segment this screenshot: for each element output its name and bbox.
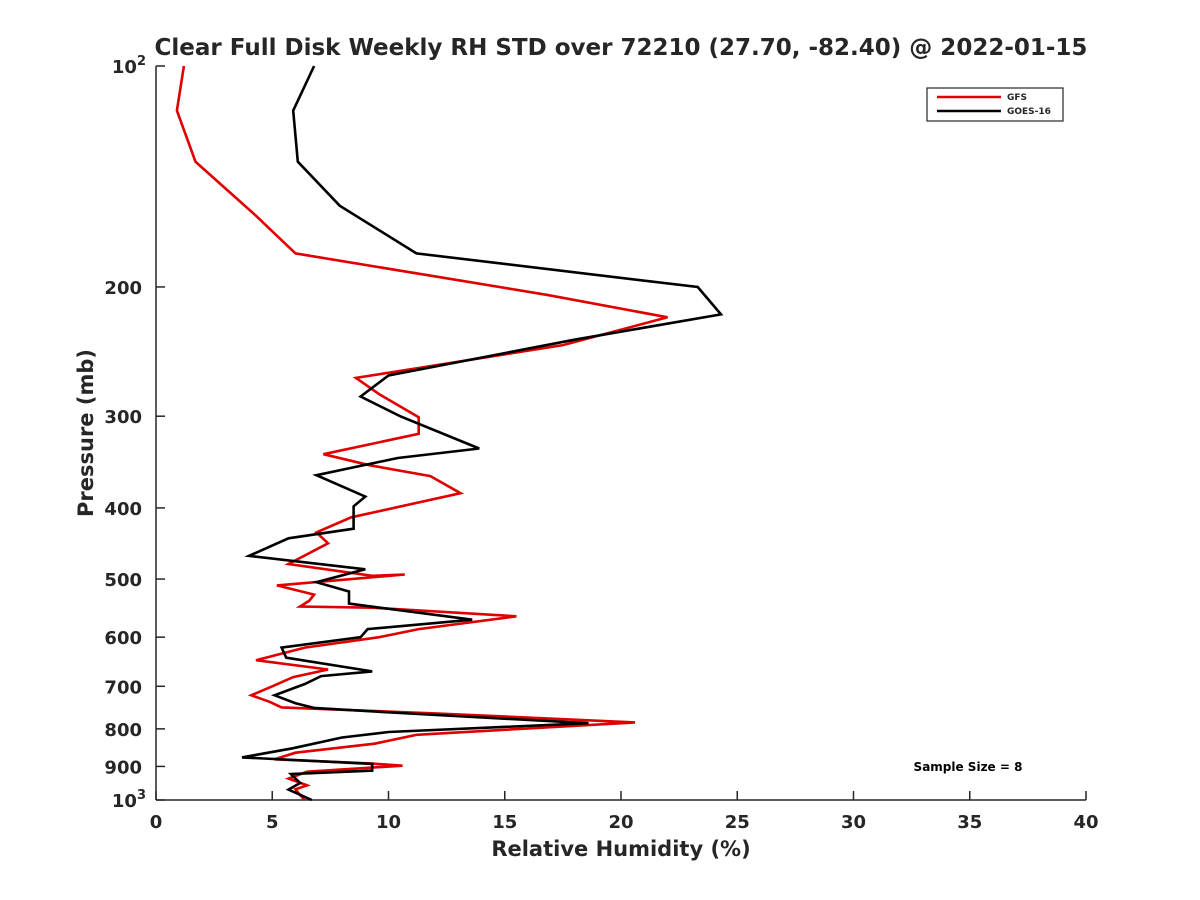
y-tick-label: 800 (104, 720, 142, 741)
legend-label-gfs: GFS (1007, 93, 1027, 103)
y-tick-label-exponent: 3 (137, 788, 146, 803)
y-tick-label: 102 (112, 54, 146, 78)
y-tick-label: 500 (104, 570, 142, 591)
y-tick-label: 700 (104, 677, 142, 698)
y-tick-label: 200 (104, 278, 142, 299)
series-line-goes16 (241, 65, 724, 802)
sample-size-annotation: Sample Size = 8 (914, 760, 1023, 774)
legend: GFS GOES-16 (926, 87, 1064, 122)
series-line-gfs (175, 65, 668, 801)
x-tick-label: 35 (957, 812, 982, 833)
legend-label-goes16: GOES-16 (1007, 107, 1051, 117)
x-axis-label: Relative Humidity (%) (491, 837, 750, 861)
y-tick-label-exponent: 2 (137, 54, 146, 69)
x-tick-label: 40 (1073, 812, 1098, 833)
y-tick-label-base: 10 (112, 57, 137, 78)
y-tick-label: 900 (104, 757, 142, 778)
y-tick-label-base: 10 (112, 791, 137, 812)
x-axis-ticks: 0 5 10 15 20 25 30 35 40 (150, 791, 1099, 833)
chart-title: Clear Full Disk Weekly RH STD over 72210… (155, 35, 1088, 61)
y-axis-label: Pressure (mb) (74, 349, 98, 517)
series-lines (175, 65, 724, 802)
x-tick-label: 20 (608, 812, 633, 833)
x-tick-label: 0 (150, 812, 163, 833)
legend-box (926, 87, 1064, 122)
x-tick-label: 5 (266, 812, 279, 833)
x-tick-label: 25 (725, 812, 750, 833)
x-tick-label: 10 (376, 812, 401, 833)
x-tick-label: 30 (841, 812, 866, 833)
y-tick-label: 103 (112, 788, 146, 812)
y-tick-label: 400 (104, 499, 142, 520)
y-tick-label: 600 (104, 628, 142, 649)
y-tick-label: 300 (104, 407, 142, 428)
x-tick-label: 15 (492, 812, 517, 833)
